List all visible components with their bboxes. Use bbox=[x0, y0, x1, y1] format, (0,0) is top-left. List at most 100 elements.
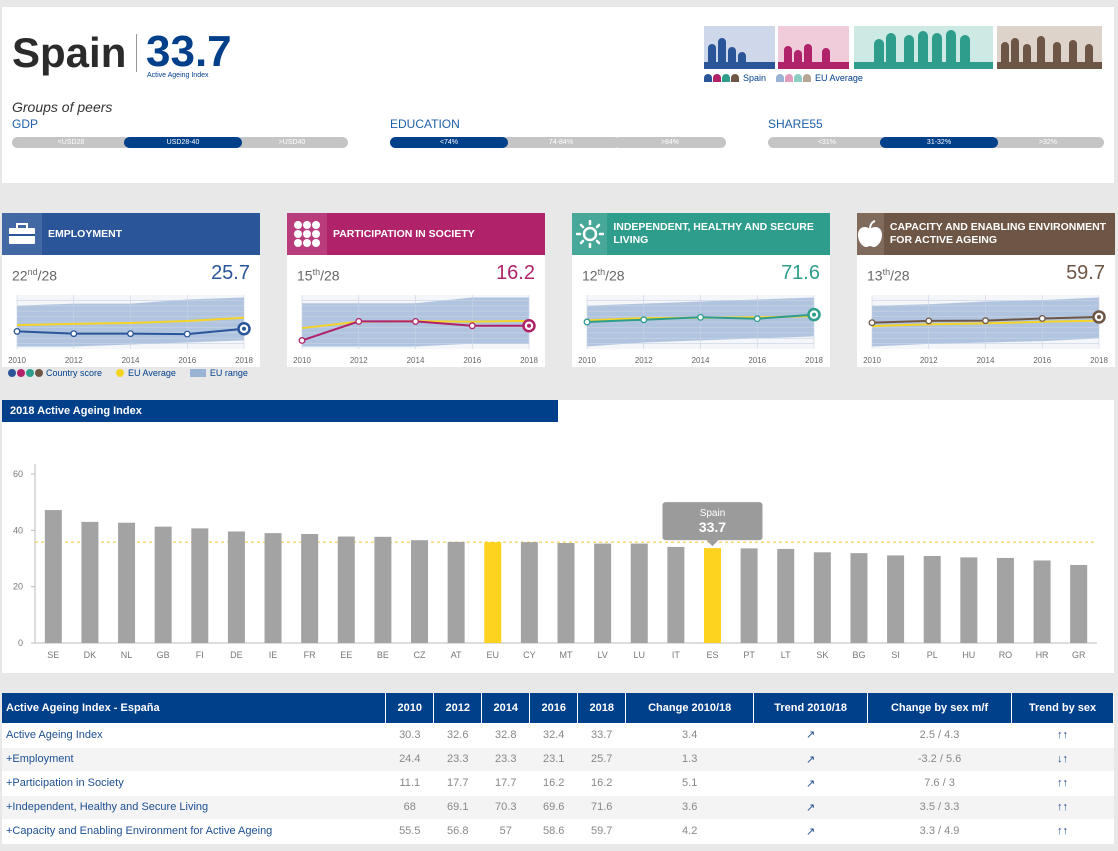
bar-dk[interactable] bbox=[81, 521, 99, 643]
bar-cz[interactable] bbox=[411, 540, 429, 643]
country-point bbox=[925, 317, 933, 325]
bar-at[interactable] bbox=[447, 541, 465, 643]
table-row[interactable]: +Capacity and Enabling Environment for A… bbox=[2, 819, 1114, 844]
peer-segment[interactable]: >USD40 bbox=[236, 137, 348, 148]
peer-segment[interactable]: >32% bbox=[992, 137, 1104, 148]
bar-ie[interactable] bbox=[264, 533, 282, 643]
tooltip-box bbox=[662, 502, 763, 541]
peer-segment[interactable]: >84% bbox=[614, 137, 726, 148]
year-label: 2014 bbox=[692, 356, 710, 365]
capacity-thumbnail[interactable] bbox=[997, 26, 1102, 69]
peer-segment[interactable]: <USD28 bbox=[12, 137, 130, 148]
spain-legend-icon bbox=[704, 74, 740, 82]
column-header[interactable]: 2018 bbox=[577, 693, 627, 723]
column-header[interactable]: 2012 bbox=[433, 693, 483, 723]
row-label[interactable]: +Participation in Society bbox=[2, 771, 386, 796]
x-tick-label: AT bbox=[451, 650, 462, 660]
peer-segment-active[interactable]: <74% bbox=[390, 137, 508, 148]
rank: 12th/28 bbox=[582, 267, 625, 284]
card-participation[interactable]: PARTICIPATION IN SOCIETY 15th/28 16.2 20… bbox=[287, 213, 545, 367]
bar-ee[interactable] bbox=[337, 536, 355, 643]
table-row[interactable]: Active Ageing Index 30.3 32.6 32.8 32.4 33.7 3… bbox=[2, 723, 1114, 748]
trend-arrow-icon: ↗ bbox=[753, 723, 868, 748]
independent-thumbnail[interactable] bbox=[854, 26, 993, 69]
y-tick-label: 0 bbox=[18, 638, 23, 648]
peer-group-label: GDP bbox=[12, 117, 39, 131]
column-header[interactable]: Change by sex m/f bbox=[867, 693, 1012, 723]
peer-segment[interactable]: 74-84% bbox=[502, 137, 620, 148]
country-point bbox=[70, 330, 78, 338]
x-tick-label: FI bbox=[196, 650, 204, 660]
column-header[interactable]: Change 2010/18 bbox=[625, 693, 755, 723]
bar-pt[interactable] bbox=[740, 548, 758, 643]
apple-icon bbox=[857, 213, 884, 255]
country-point-center bbox=[242, 326, 246, 331]
card-title: PARTICIPATION IN SOCIETY bbox=[333, 227, 475, 240]
bar-se[interactable] bbox=[44, 510, 62, 643]
country-point bbox=[697, 313, 704, 321]
bar-be[interactable] bbox=[374, 536, 392, 643]
bar-eu[interactable] bbox=[484, 542, 502, 643]
eu-average-line bbox=[16, 316, 245, 327]
card-independent[interactable]: INDEPENDENT, HEALTHY AND SECURE LIVING 1… bbox=[572, 213, 830, 367]
bar-fr[interactable] bbox=[301, 533, 319, 643]
bar-es[interactable] bbox=[703, 548, 721, 643]
bar-lt[interactable] bbox=[777, 548, 795, 643]
card-capacity[interactable]: CAPACITY AND ENABLING ENVIRONMENT FOR AC… bbox=[857, 213, 1115, 367]
x-tick-label: BE bbox=[377, 650, 389, 660]
employment-thumbnail[interactable] bbox=[704, 26, 775, 69]
table-cell: 17.7 bbox=[433, 771, 482, 796]
bar-lu[interactable] bbox=[630, 543, 648, 643]
year-label: 2010 bbox=[8, 356, 26, 365]
column-header[interactable]: 2010 bbox=[385, 693, 435, 723]
peer-segment-active[interactable]: USD28-40 bbox=[124, 137, 242, 148]
x-tick-label: EU bbox=[487, 650, 500, 660]
bar-fi[interactable] bbox=[191, 528, 209, 643]
table-cell: -3.2 / 5.6 bbox=[867, 747, 1012, 772]
column-header[interactable]: 2016 bbox=[529, 693, 579, 723]
row-label[interactable]: Active Ageing Index bbox=[2, 723, 386, 748]
column-header[interactable]: Active Ageing Index - España bbox=[2, 693, 387, 723]
bar-ro[interactable] bbox=[996, 557, 1014, 643]
table-cell: 23.3 bbox=[433, 747, 482, 772]
bar-de[interactable] bbox=[227, 531, 245, 643]
country-point bbox=[640, 316, 648, 324]
bar-it[interactable] bbox=[667, 546, 685, 643]
table-row[interactable]: +Employment 24.4 23.3 23.3 23.1 25.7 1.3 ↗ -3.2 … bbox=[2, 747, 1114, 772]
x-tick-label: CY bbox=[523, 650, 536, 660]
bar-mt[interactable] bbox=[557, 543, 575, 643]
table-cell: 23.3 bbox=[481, 747, 530, 772]
bar-sk[interactable] bbox=[813, 552, 831, 643]
bar-hu[interactable] bbox=[960, 557, 978, 643]
year-label: 2018 bbox=[520, 356, 538, 365]
country-point bbox=[583, 318, 591, 326]
x-tick-label: GR bbox=[1072, 650, 1086, 660]
peer-segment-active[interactable]: 31-32% bbox=[880, 137, 998, 148]
row-label[interactable]: +Capacity and Enabling Environment for A… bbox=[2, 819, 386, 844]
country-point-center bbox=[1097, 314, 1101, 319]
row-label[interactable]: +Employment bbox=[2, 747, 386, 772]
domain-score: 16.2 bbox=[496, 262, 535, 284]
row-label[interactable]: +Independent, Healthy and Secure Living bbox=[2, 795, 386, 820]
participation-thumbnail[interactable] bbox=[778, 26, 849, 69]
bar-pl[interactable] bbox=[923, 555, 941, 643]
bar-hr[interactable] bbox=[1033, 560, 1051, 643]
peer-segment[interactable]: <31% bbox=[768, 137, 886, 148]
x-tick-label: IE bbox=[269, 650, 278, 660]
card-employment[interactable]: EMPLOYMENT 22nd/28 25.7 2010 2012 2014 2016… bbox=[2, 213, 260, 367]
column-header[interactable]: 2014 bbox=[481, 693, 531, 723]
bar-lv[interactable] bbox=[594, 543, 612, 643]
bar-nl[interactable] bbox=[118, 522, 136, 643]
bar-bg[interactable] bbox=[850, 553, 868, 643]
column-header[interactable]: Trend 2010/18 bbox=[753, 693, 869, 723]
country-point bbox=[753, 315, 761, 323]
table-row[interactable]: +Independent, Healthy and Secure Living 6… bbox=[2, 795, 1114, 820]
table-row[interactable]: +Participation in Society 11.1 17.7 17.7 16.… bbox=[2, 771, 1114, 796]
bar-si[interactable] bbox=[887, 555, 905, 643]
bar-cy[interactable] bbox=[520, 542, 538, 643]
bar-gr[interactable] bbox=[1070, 564, 1088, 643]
x-tick-label: ES bbox=[706, 650, 718, 660]
peer-group-education: EDUCATION 74-84% >84% <74% bbox=[390, 117, 726, 149]
column-header[interactable]: Trend by sex bbox=[1011, 693, 1114, 723]
bar-gb[interactable] bbox=[154, 526, 172, 643]
